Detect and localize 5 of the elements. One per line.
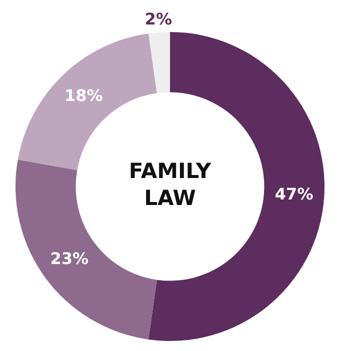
data-label: 18% xyxy=(64,86,103,106)
text: FAMILY LAW xyxy=(128,158,212,212)
data-label: 47% xyxy=(274,184,314,204)
data-label: 23% xyxy=(50,248,89,268)
data-label: 2% xyxy=(144,10,172,29)
